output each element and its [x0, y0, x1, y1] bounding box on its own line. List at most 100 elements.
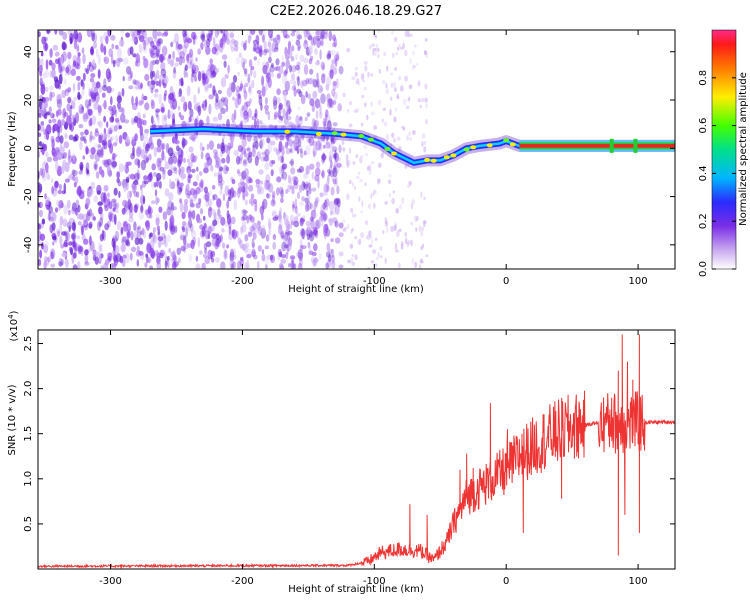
spectral-noise-blob	[84, 138, 87, 145]
spectral-noise-blob	[269, 73, 275, 78]
spectral-noise-blob	[294, 134, 300, 143]
spectral-noise-blob	[257, 220, 262, 226]
spectral-noise-blob	[389, 143, 393, 148]
spectral-noise-blob	[360, 73, 365, 80]
spectral-noise-blob	[133, 221, 137, 232]
spectral-noise-blob	[248, 151, 253, 158]
spectral-noise-blob	[293, 80, 297, 89]
spectral-noise-blob	[272, 194, 275, 205]
spectral-noise-blob	[122, 76, 125, 82]
spectral-noise-blob	[345, 154, 349, 162]
spectral-noise-blob	[207, 83, 212, 89]
spectral-noise-blob	[179, 231, 185, 242]
spectral-noise-blob	[205, 241, 212, 248]
spectral-noise-blob	[61, 42, 68, 51]
ridge-peak-blob	[384, 146, 391, 151]
ridge-peak-blob	[315, 132, 322, 136]
spectral-noise-blob	[231, 229, 235, 238]
spectral-noise-blob	[112, 104, 117, 116]
spectral-noise-blob	[298, 257, 303, 268]
spectral-noise-blob	[336, 162, 342, 168]
spectral-noise-blob	[213, 36, 216, 47]
spectral-noise-blob	[330, 138, 336, 145]
spectral-noise-blob	[413, 215, 418, 222]
spectral-noise-blob	[192, 62, 196, 71]
spectral-noise-blob	[363, 144, 368, 150]
spectral-noise-blob	[148, 81, 152, 91]
spectral-noise-blob	[205, 45, 211, 56]
spectral-noise-blob	[114, 109, 118, 117]
spectral-noise-blob	[333, 67, 338, 75]
spectral-noise-blob	[364, 65, 368, 72]
spectral-noise-blob	[185, 183, 190, 193]
spectral-noise-blob	[370, 73, 374, 77]
spectral-noise-blob	[66, 199, 71, 209]
spectral-noise-blob	[197, 218, 203, 224]
spectral-noise-blob	[194, 118, 198, 127]
spectral-noise-blob	[264, 104, 269, 111]
spectral-noise-blob	[259, 184, 263, 194]
y-tick-label: 40	[23, 45, 34, 58]
spectral-noise-blob	[263, 179, 269, 191]
spectral-noise-blob	[293, 142, 299, 152]
spectral-noise-blob	[91, 81, 97, 89]
spectral-noise-blob	[112, 248, 116, 256]
spectral-noise-blob	[87, 148, 93, 154]
spectral-noise-blob	[103, 99, 107, 110]
spectral-noise-blob	[323, 124, 328, 131]
spectral-noise-blob	[214, 68, 220, 73]
spectral-noise-blob	[305, 144, 311, 156]
spectral-noise-blob	[347, 108, 350, 113]
spectral-noise-blob	[99, 233, 104, 242]
spectral-noise-blob	[253, 135, 258, 144]
spectral-noise-blob	[332, 178, 337, 185]
spectral-noise-blob	[161, 32, 165, 37]
spectral-noise-blob	[266, 137, 271, 144]
spectral-noise-blob	[132, 32, 135, 42]
spectral-noise-blob	[80, 136, 85, 142]
spectral-noise-blob	[49, 48, 53, 58]
spectral-noise-blob	[79, 191, 85, 200]
y-tick-label: 0.5	[23, 516, 34, 532]
spectral-noise-blob	[167, 147, 174, 157]
spectral-noise-blob	[180, 166, 185, 174]
spectral-noise-blob	[315, 35, 321, 41]
spectral-noise-blob	[221, 228, 225, 233]
spectral-noise-blob	[218, 89, 222, 95]
spectral-noise-blob	[393, 137, 396, 143]
spectral-noise-blob	[330, 160, 333, 168]
spectral-noise-blob	[207, 233, 210, 240]
spectral-noise-blob	[149, 232, 153, 238]
spectral-noise-blob	[383, 121, 388, 127]
spectral-noise-blob	[140, 204, 144, 214]
x-tick-label: -300	[99, 576, 122, 587]
spectral-noise-blob	[150, 115, 154, 125]
spectral-noise-blob	[204, 256, 210, 265]
x-tick-label: -200	[231, 576, 254, 587]
spectral-noise-blob	[100, 43, 104, 53]
spectral-noise-blob	[123, 119, 130, 124]
spectral-noise-blob	[201, 103, 205, 109]
spectral-noise-blob	[142, 141, 147, 150]
spectral-noise-blob	[57, 189, 63, 195]
spectral-noise-blob	[151, 163, 156, 171]
spectral-noise-blob	[112, 241, 116, 251]
spectral-noise-blob	[278, 220, 283, 230]
spectral-noise-blob	[291, 30, 297, 33]
spectral-noise-blob	[318, 98, 322, 105]
spectral-noise-blob	[393, 225, 397, 232]
spectral-noise-blob	[364, 182, 367, 187]
spectral-noise-blob	[108, 211, 113, 220]
spectral-noise-blob	[149, 142, 154, 150]
spectral-noise-blob	[164, 220, 168, 231]
snr-scale-suffix: )	[9, 310, 20, 314]
spectral-noise-blob	[143, 175, 148, 181]
spectral-noise-blob	[408, 180, 412, 186]
spectral-noise-blob	[323, 31, 328, 39]
spectral-noise-blob	[357, 80, 360, 86]
spectral-noise-blob	[149, 48, 155, 58]
spectral-noise-blob	[73, 181, 77, 188]
spectral-noise-blob	[61, 231, 67, 236]
spectral-noise-blob	[287, 174, 291, 184]
spectral-noise-blob	[355, 80, 358, 85]
